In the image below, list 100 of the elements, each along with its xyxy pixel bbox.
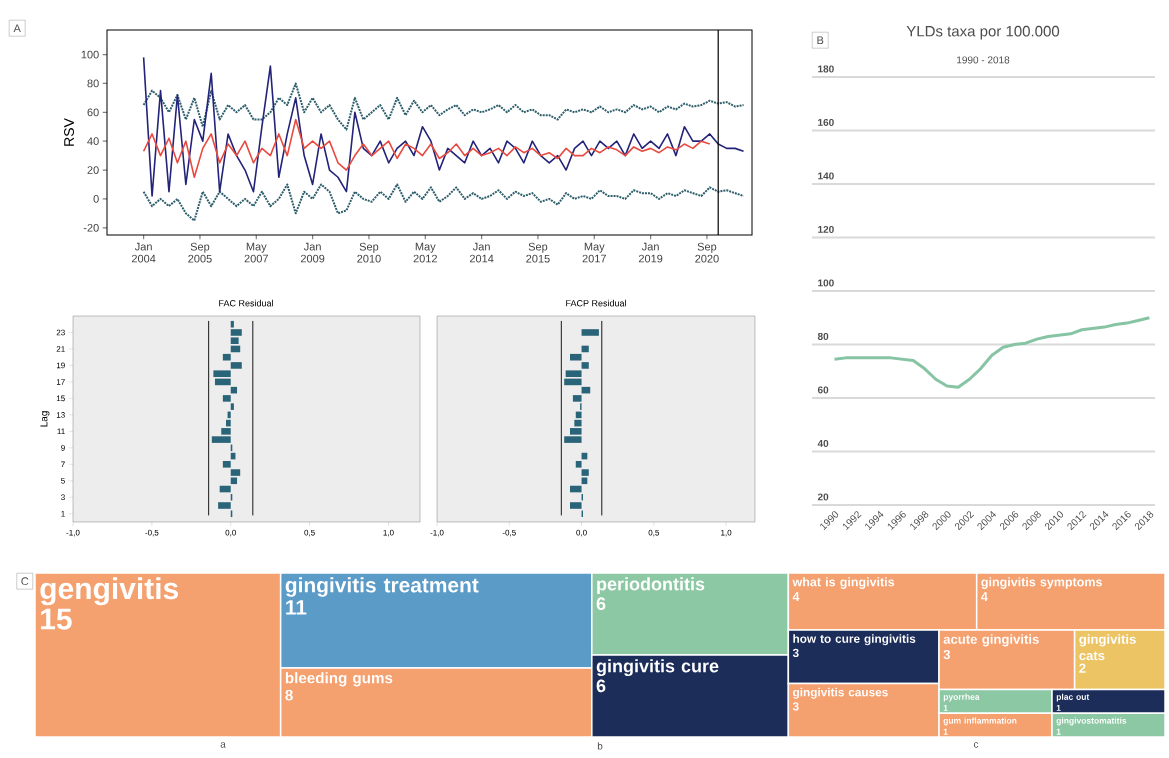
bar <box>219 485 231 493</box>
bar <box>564 378 582 386</box>
y-tick-label: 0 <box>93 195 99 203</box>
x-tick-label: 0,0 <box>576 529 587 537</box>
data-label: 3 <box>792 702 799 711</box>
text: b <box>597 742 603 750</box>
y-axis-title: RSV <box>64 118 74 146</box>
y-tick-label: 5 <box>61 478 65 484</box>
y-tick-label: 140 <box>818 172 834 180</box>
chart-title: FAC Residual <box>219 299 273 307</box>
data-label: 8 <box>285 689 293 701</box>
x-tick-label: Jan 2014 <box>469 242 494 263</box>
category-label: gingivitis cure <box>596 659 719 677</box>
category-label: periodontitis <box>597 577 705 594</box>
category-label: gingivitis causes <box>793 687 888 699</box>
category-label: gengivitis <box>40 577 179 606</box>
data-label: 1 <box>1056 704 1061 711</box>
y-tick-label: 160 <box>818 118 834 126</box>
y-tick-label: 9 <box>61 445 65 451</box>
data-label: 1 <box>943 728 948 735</box>
x-tick-label: 1,0 <box>721 529 732 537</box>
chart-title: FACP Residual <box>566 299 626 307</box>
data-label: 1 <box>1056 728 1061 735</box>
bar <box>565 370 582 377</box>
category-label: gum inflammation <box>943 717 1017 726</box>
x-tick-label: 0,5 <box>304 529 315 537</box>
x-tick-label: -1,0 <box>430 529 444 537</box>
x-tick-label: 0,0 <box>225 529 236 537</box>
data-label: 4 <box>792 592 800 601</box>
text: c <box>973 742 979 748</box>
y-axis-title: Lag <box>40 411 50 427</box>
x-tick-label: Jan 2019 <box>638 242 663 263</box>
y-tick-label: 11 <box>57 428 65 435</box>
bar <box>575 411 582 419</box>
bar <box>581 329 599 336</box>
bar <box>574 419 582 427</box>
bar <box>230 403 234 410</box>
bar <box>226 419 231 427</box>
text: a <box>220 742 226 748</box>
x-tick-label: -1,0 <box>66 529 80 537</box>
x-tick-label: May 2012 <box>413 242 437 263</box>
bar <box>575 461 582 468</box>
bar <box>222 395 231 402</box>
y-tick-label: 15 <box>56 395 65 402</box>
data-label: 3 <box>943 649 951 660</box>
category-label: what is gingivitis <box>792 577 895 589</box>
chart-title: YLDs taxa por 100.000 <box>906 25 1060 40</box>
text: C <box>21 577 29 586</box>
chart-subtitle: 1990 - 2018 <box>957 56 1010 64</box>
x-tick-label: 0,5 <box>648 529 660 537</box>
x-tick-label: Sep 2005 <box>188 242 212 263</box>
x-tick-label: May 2007 <box>244 242 268 263</box>
x-tick-label: Sep 2015 <box>526 242 550 263</box>
bar <box>569 485 582 493</box>
y-tick-label: 120 <box>818 225 834 233</box>
y-tick-label: 180 <box>818 65 834 73</box>
category-label: bleeding gums <box>285 672 393 687</box>
bar <box>222 353 231 361</box>
y-tick-label: 40 <box>817 439 829 447</box>
y-tick-label: 80 <box>817 332 829 340</box>
bar <box>581 469 589 476</box>
y-tick-label: 60 <box>817 386 829 394</box>
data-label: 2 <box>1079 663 1086 673</box>
x-tick-label: Sep 2010 <box>357 242 381 263</box>
y-tick-label: 21 <box>56 346 65 352</box>
x-tick-label: Jan 2009 <box>300 242 325 263</box>
y-tick-label: 40 <box>87 137 99 146</box>
category-label: gingivostomatitis <box>1056 717 1127 726</box>
y-tick-label: 13 <box>56 412 65 418</box>
category-label: plac out <box>1056 693 1090 702</box>
bar <box>214 378 231 386</box>
data-label: 11 <box>286 600 307 615</box>
bar <box>569 502 582 509</box>
category-label: gingivitis symptoms <box>981 577 1102 589</box>
x-tick-label: 1,0 <box>383 529 394 537</box>
y-tick-label: 3 <box>61 494 65 501</box>
data-label: 1 <box>943 704 948 711</box>
category-label: acute gingivitis <box>943 634 1039 647</box>
y-tick-label: 100 <box>81 50 99 59</box>
y-tick-label: 19 <box>56 362 65 369</box>
data-label: 4 <box>981 592 988 601</box>
y-tick-label: 17 <box>56 379 65 385</box>
x-tick-label: Sep 2020 <box>695 242 719 263</box>
bar <box>569 353 582 361</box>
category-label: pyorrhea <box>943 693 980 702</box>
y-tick-label: 100 <box>818 279 834 287</box>
data-label: 6 <box>596 597 606 611</box>
bar <box>222 461 231 468</box>
bar <box>213 370 231 377</box>
y-tick-label: -20 <box>83 223 99 232</box>
bar <box>230 362 242 369</box>
data-label: 3 <box>792 648 799 658</box>
y-tick-label: 7 <box>61 461 65 468</box>
x-tick-label: May 2017 <box>582 242 606 263</box>
y-tick-label: 80 <box>87 79 99 88</box>
y-tick-label: 23 <box>56 329 65 336</box>
x-tick-label: -0,5 <box>502 529 516 537</box>
y-tick-label: 20 <box>87 166 99 174</box>
data-label: 6 <box>596 679 606 693</box>
category-label: gingivitis cats <box>1079 634 1136 661</box>
